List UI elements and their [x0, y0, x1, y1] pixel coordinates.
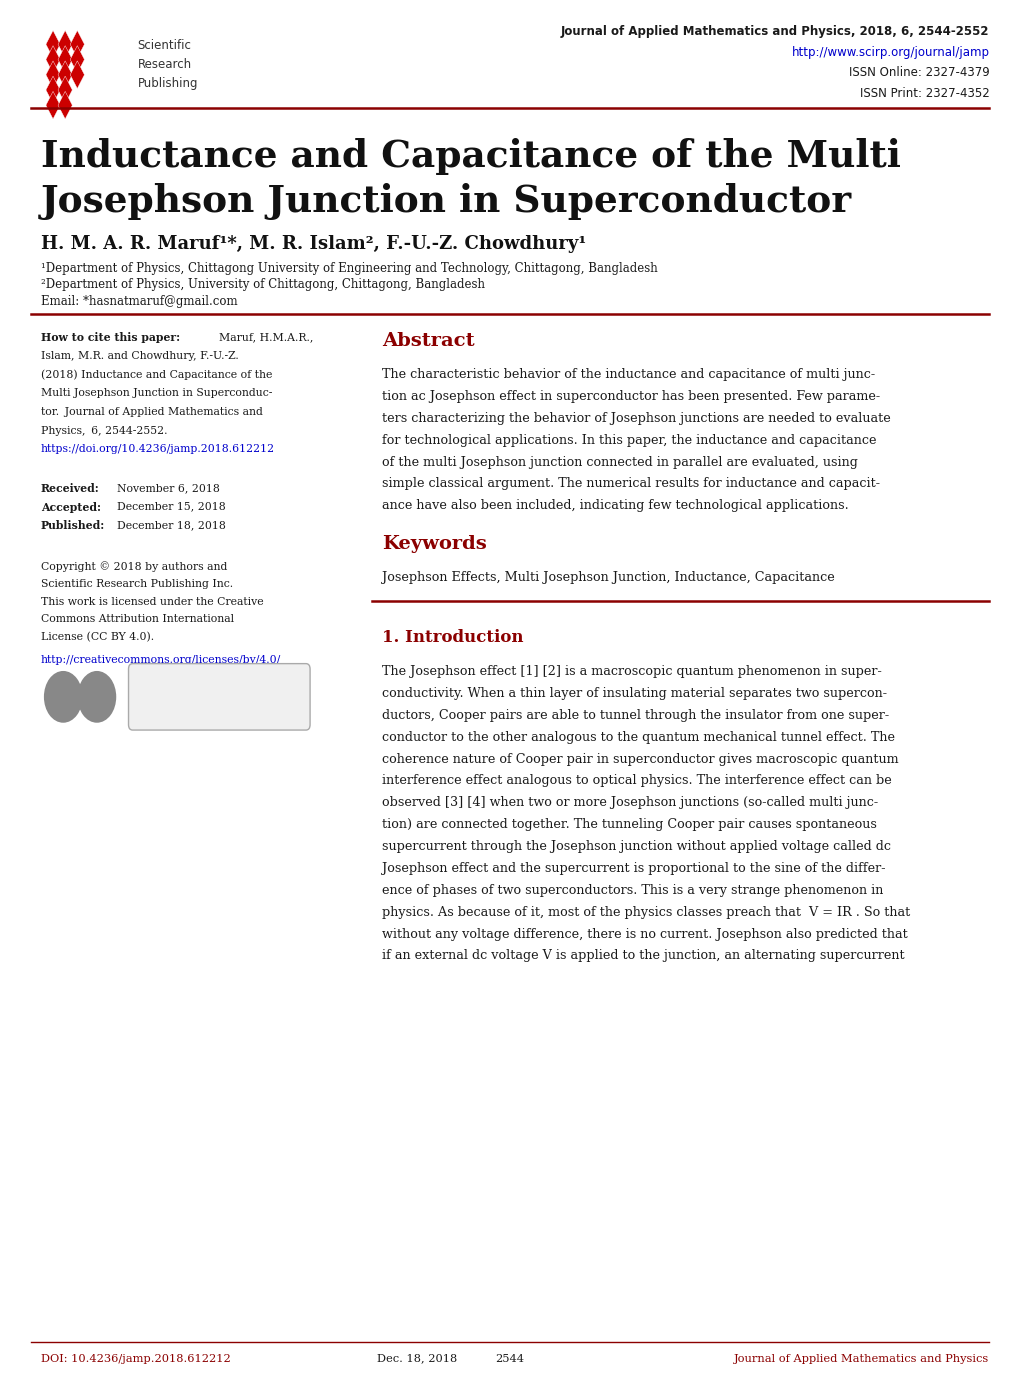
Text: Dec. 18, 2018: Dec. 18, 2018 — [377, 1354, 458, 1363]
Polygon shape — [70, 61, 85, 89]
Text: interference effect analogous to optical physics. The interference effect can be: interference effect analogous to optical… — [382, 775, 892, 787]
Text: Email: *hasnatmaruf@gmail.com: Email: *hasnatmaruf@gmail.com — [41, 295, 237, 307]
Polygon shape — [70, 46, 85, 73]
Text: H. M. A. R. Maruf¹*, M. R. Islam², F.-U.-Z. Chowdhury¹: H. M. A. R. Maruf¹*, M. R. Islam², F.-U.… — [41, 235, 586, 253]
Text: (2018) Inductance and Capacitance of the: (2018) Inductance and Capacitance of the — [41, 370, 272, 381]
Text: Scientific Research Publishing Inc.: Scientific Research Publishing Inc. — [41, 579, 232, 590]
Text: http://www.scirp.org/journal/jamp: http://www.scirp.org/journal/jamp — [791, 46, 988, 58]
Text: supercurrent through the Josephson junction without applied voltage called dc: supercurrent through the Josephson junct… — [382, 840, 891, 853]
Polygon shape — [46, 76, 60, 104]
Text: Abstract: Abstract — [382, 332, 475, 350]
Text: Islam, M.R. and Chowdhury, F.-U.-Z.: Islam, M.R. and Chowdhury, F.-U.-Z. — [41, 350, 238, 361]
Text: 1. Introduction: 1. Introduction — [382, 630, 524, 646]
Text: The Josephson effect [1] [2] is a macroscopic quantum phenomenon in super-: The Josephson effect [1] [2] is a macros… — [382, 666, 881, 678]
Text: without any voltage difference, there is no current. Josephson also predicted th: without any voltage difference, there is… — [382, 927, 907, 941]
Text: Keywords: Keywords — [382, 536, 487, 554]
Text: for technological applications. In this paper, the inductance and capacitance: for technological applications. In this … — [382, 433, 876, 447]
Text: ²Department of Physics, University of Chittagong, Chittagong, Bangladesh: ²Department of Physics, University of Ch… — [41, 278, 484, 291]
Text: Josephson effect and the supercurrent is proportional to the sine of the differ-: Josephson effect and the supercurrent is… — [382, 862, 886, 875]
Text: ISSN Online: 2327-4379: ISSN Online: 2327-4379 — [848, 66, 988, 79]
Text: Received:: Received: — [41, 483, 100, 494]
Text: This work is licensed under the Creative: This work is licensed under the Creative — [41, 597, 263, 606]
Text: Journal of Applied Mathematics and Physics: Journal of Applied Mathematics and Physi… — [734, 1354, 988, 1363]
Text: observed [3] [4] when two or more Josephson junctions (so-called multi junc-: observed [3] [4] when two or more Joseph… — [382, 796, 877, 810]
Text: physics. As because of it, most of the physics classes preach that  V = IR . So : physics. As because of it, most of the p… — [382, 905, 910, 919]
Text: https://doi.org/10.4236/jamp.2018.612212: https://doi.org/10.4236/jamp.2018.612212 — [41, 444, 275, 454]
Text: http://creativecommons.org/licenses/by/4.0/: http://creativecommons.org/licenses/by/4… — [41, 655, 281, 666]
Polygon shape — [70, 30, 85, 58]
Text: License (CC BY 4.0).: License (CC BY 4.0). — [41, 632, 154, 642]
Circle shape — [78, 671, 115, 721]
Text: December 15, 2018: December 15, 2018 — [117, 501, 226, 512]
Text: Scientific
Research
Publishing: Scientific Research Publishing — [138, 39, 198, 90]
Text: Physics,  6, 2544-2552.: Physics, 6, 2544-2552. — [41, 425, 167, 436]
Polygon shape — [58, 76, 72, 104]
Text: Maruf, H.M.A.R.,: Maruf, H.M.A.R., — [219, 332, 314, 342]
Polygon shape — [46, 30, 60, 58]
Polygon shape — [58, 91, 72, 119]
Text: Inductance and Capacitance of the Multi: Inductance and Capacitance of the Multi — [41, 138, 900, 176]
Text: Journal of Applied Mathematics and Physics, 2018, 6, 2544-2552: Journal of Applied Mathematics and Physi… — [560, 25, 988, 37]
Text: Josephson Effects, Multi Josephson Junction, Inductance, Capacitance: Josephson Effects, Multi Josephson Junct… — [382, 572, 835, 584]
Text: Multi Josephson Junction in Superconduc-: Multi Josephson Junction in Superconduc- — [41, 388, 272, 399]
Text: ⓘ: ⓘ — [94, 692, 100, 702]
Text: ance have also been included, indicating few technological applications.: ance have also been included, indicating… — [382, 500, 849, 512]
Text: How to cite this paper:: How to cite this paper: — [41, 332, 179, 343]
Text: November 6, 2018: November 6, 2018 — [117, 483, 220, 493]
Text: Accepted:: Accepted: — [41, 501, 101, 512]
Text: 2544: 2544 — [495, 1354, 524, 1363]
Text: DOI: 10.4236/jamp.2018.612212: DOI: 10.4236/jamp.2018.612212 — [41, 1354, 230, 1363]
FancyBboxPatch shape — [128, 663, 310, 729]
Text: Josephson Junction in Superconductor: Josephson Junction in Superconductor — [41, 183, 851, 220]
Text: tor.  Journal of Applied Mathematics and: tor. Journal of Applied Mathematics and — [41, 407, 263, 417]
Text: Commons Attribution International: Commons Attribution International — [41, 614, 233, 624]
Text: ence of phases of two superconductors. This is a very strange phenomenon in: ence of phases of two superconductors. T… — [382, 884, 883, 897]
Text: December 18, 2018: December 18, 2018 — [117, 520, 226, 530]
Text: if an external dc voltage V is applied to the junction, an alternating supercurr: if an external dc voltage V is applied t… — [382, 949, 904, 962]
Text: ductors, Cooper pairs are able to tunnel through the insulator from one super-: ductors, Cooper pairs are able to tunnel… — [382, 709, 889, 722]
Text: of the multi Josephson junction connected in parallel are evaluated, using: of the multi Josephson junction connecte… — [382, 455, 858, 469]
Polygon shape — [58, 30, 72, 58]
Polygon shape — [58, 61, 72, 89]
Text: ters characterizing the behavior of Josephson junctions are needed to evaluate: ters characterizing the behavior of Jose… — [382, 412, 891, 425]
Text: coherence nature of Cooper pair in superconductor gives macroscopic quantum: coherence nature of Cooper pair in super… — [382, 753, 898, 765]
Text: ISSN Print: 2327-4352: ISSN Print: 2327-4352 — [859, 87, 988, 100]
Text: The characteristic behavior of the inductance and capacitance of multi junc-: The characteristic behavior of the induc… — [382, 368, 874, 381]
Circle shape — [45, 671, 82, 721]
Polygon shape — [46, 46, 60, 73]
Text: conductor to the other analogous to the quantum mechanical tunnel effect. The: conductor to the other analogous to the … — [382, 731, 895, 743]
Text: Open Access: Open Access — [177, 691, 261, 703]
Polygon shape — [58, 46, 72, 73]
Text: conductivity. When a thin layer of insulating material separates two supercon-: conductivity. When a thin layer of insul… — [382, 686, 887, 700]
Text: simple classical argument. The numerical results for inductance and capacit-: simple classical argument. The numerical… — [382, 477, 879, 490]
Text: ¹Department of Physics, Chittagong University of Engineering and Technology, Chi: ¹Department of Physics, Chittagong Unive… — [41, 262, 657, 274]
Text: tion) are connected together. The tunneling Cooper pair causes spontaneous: tion) are connected together. The tunnel… — [382, 818, 876, 832]
Text: Published:: Published: — [41, 520, 105, 531]
Text: tion ac Josephson effect in superconductor has been presented. Few parame-: tion ac Josephson effect in superconduct… — [382, 390, 879, 403]
Polygon shape — [46, 61, 60, 89]
Polygon shape — [46, 91, 60, 119]
Text: cc: cc — [58, 692, 68, 702]
Text: Copyright © 2018 by authors and: Copyright © 2018 by authors and — [41, 561, 227, 572]
